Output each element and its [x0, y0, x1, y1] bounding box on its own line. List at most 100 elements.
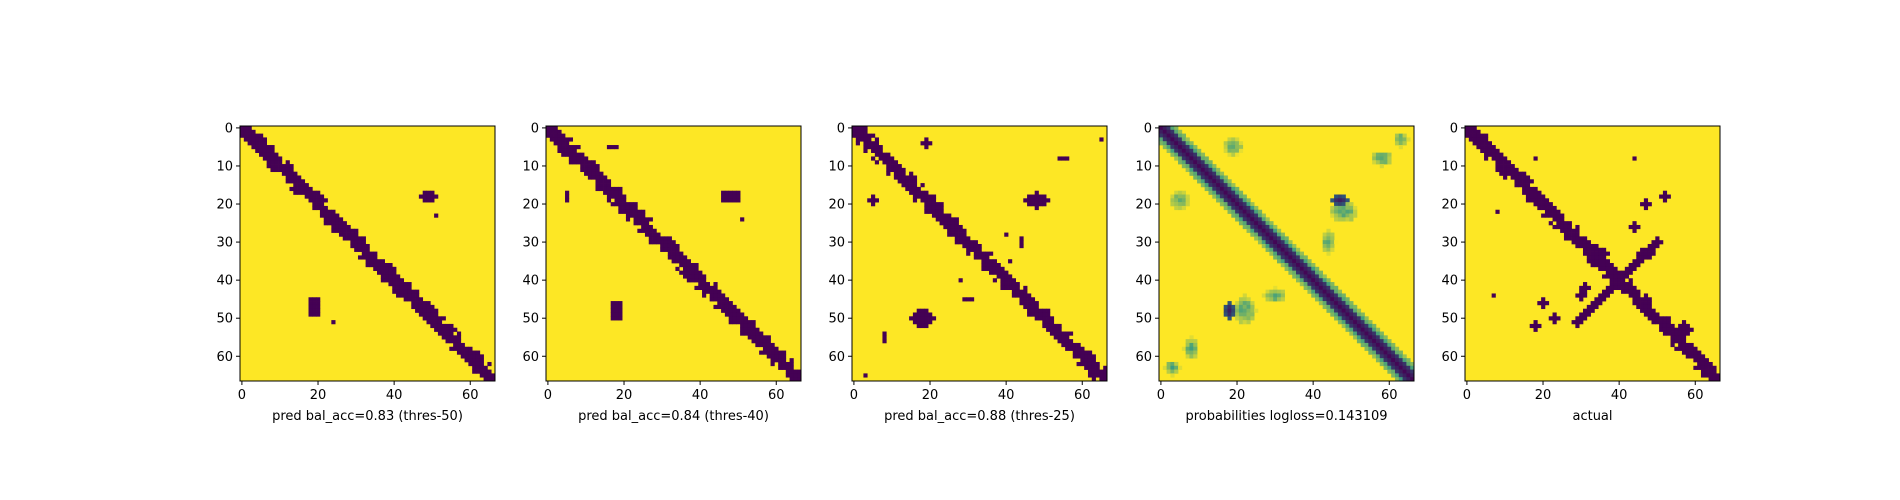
heatmap-cell: [958, 232, 963, 237]
heatmap-cell: [1341, 297, 1346, 302]
heatmap-cell: [1647, 255, 1652, 260]
heatmap-cell: [1712, 373, 1717, 378]
heatmap-cell: [1647, 312, 1652, 317]
heatmap-cell: [648, 224, 653, 230]
heatmap-cell: [1375, 350, 1381, 355]
heatmap-cell: [1398, 137, 1403, 142]
heatmap-cell: [1541, 213, 1546, 218]
heatmap-cell: [931, 209, 937, 214]
heatmap-cell: [274, 167, 279, 173]
heatmap-cell: [1030, 202, 1036, 207]
heatmap-cell: [1579, 293, 1584, 298]
heatmap-cell: [572, 148, 577, 153]
heatmap-cell: [1708, 361, 1713, 367]
heatmap-cell: [1609, 278, 1614, 283]
heatmap-cell: [1685, 331, 1690, 336]
heatmap-cell: [766, 339, 771, 344]
heatmap-cell: [1216, 186, 1221, 192]
heatmap-cell: [365, 247, 370, 252]
heatmap-cell: [1655, 320, 1660, 325]
heatmap-cell: [1269, 221, 1274, 226]
heatmap-cell: [1575, 316, 1580, 321]
heatmap-cell: [316, 190, 321, 195]
heatmap-cell: [698, 282, 703, 287]
heatmap-cell: [732, 304, 737, 310]
heatmap-cell: [392, 278, 397, 283]
heatmap-cell: [1480, 141, 1485, 146]
heatmap-cell: [886, 160, 891, 165]
heatmap-cell: [266, 148, 271, 153]
heatmap-cell: [1296, 247, 1301, 252]
heatmap-cell: [565, 148, 570, 153]
heatmap-cell: [576, 160, 581, 165]
heatmap-cell: [1349, 316, 1354, 321]
heatmap-cell: [1023, 301, 1028, 306]
heatmap-cell: [1345, 205, 1350, 211]
heatmap-cell: [243, 129, 248, 134]
heatmap-cell: [1238, 145, 1244, 150]
heatmap-cell: [1647, 308, 1652, 313]
heatmap-cell: [293, 179, 298, 184]
heatmap-cell: [867, 133, 872, 138]
heatmap-cell: [1322, 282, 1327, 287]
heatmap-cell: [690, 266, 695, 271]
heatmap-cell: [989, 263, 994, 268]
heatmap-cell: [1273, 293, 1278, 298]
heatmap-cell: [1368, 323, 1373, 329]
heatmap-cell: [1503, 171, 1508, 176]
axes-frame: [545, 125, 802, 382]
heatmap-cell: [1330, 308, 1335, 313]
heatmap-cell: [1257, 217, 1263, 222]
heatmap-cell: [1563, 236, 1569, 241]
heatmap-cell: [300, 179, 306, 184]
heatmap-cell: [641, 213, 646, 218]
heatmap-cell: [920, 141, 925, 146]
heatmap-cell: [871, 133, 876, 138]
x-tick-label: 40: [998, 388, 1015, 403]
heatmap-cell: [1284, 259, 1289, 264]
heatmap-cell: [1185, 137, 1190, 142]
heatmap-cell: [1364, 331, 1369, 336]
heatmap-cell: [1231, 190, 1236, 195]
heatmap-cell: [1410, 365, 1415, 370]
heatmap-cell: [1624, 285, 1630, 291]
heatmap-cell: [1084, 350, 1089, 355]
heatmap-cell: [1235, 202, 1240, 207]
heatmap-cell: [1235, 145, 1240, 150]
heatmap-cell: [721, 293, 726, 298]
heatmap-cell: [728, 320, 733, 325]
heatmap-cell: [1334, 217, 1339, 222]
heatmap-cell: [1185, 156, 1190, 161]
heatmap-cell: [702, 274, 707, 279]
heatmap-cell: [1072, 354, 1077, 359]
heatmap-cell: [1643, 251, 1649, 256]
heatmap-cell: [327, 217, 332, 222]
heatmap-cell: [308, 194, 313, 199]
heatmap-cell: [950, 224, 956, 230]
heatmap-cell: [1193, 167, 1198, 173]
heatmap-cell: [1242, 217, 1247, 222]
heatmap-cell: [1525, 183, 1531, 188]
heatmap-cell: [1084, 361, 1089, 367]
heatmap-cell: [1273, 240, 1278, 245]
heatmap-cell: [928, 198, 933, 203]
heatmap-cell: [1166, 145, 1171, 150]
heatmap-cell: [1284, 251, 1289, 256]
heatmap-cell: [1697, 361, 1702, 367]
heatmap-cell: [1250, 304, 1255, 310]
heatmap-cell: [1227, 141, 1232, 146]
heatmap-cell: [1372, 156, 1377, 161]
heatmap-cell: [1394, 354, 1400, 359]
heatmap-cell: [1265, 243, 1270, 249]
heatmap-cell: [1666, 320, 1671, 325]
heatmap-cell: [770, 346, 775, 351]
heatmap-cell: [300, 190, 306, 195]
heatmap-cell: [610, 316, 615, 321]
heatmap-cell: [1666, 323, 1671, 329]
heatmap-cell: [966, 243, 971, 249]
heatmap-cell: [388, 266, 393, 271]
heatmap-cell: [1636, 297, 1641, 302]
heatmap-cell: [1334, 202, 1339, 207]
heatmap-cell: [1254, 308, 1259, 313]
